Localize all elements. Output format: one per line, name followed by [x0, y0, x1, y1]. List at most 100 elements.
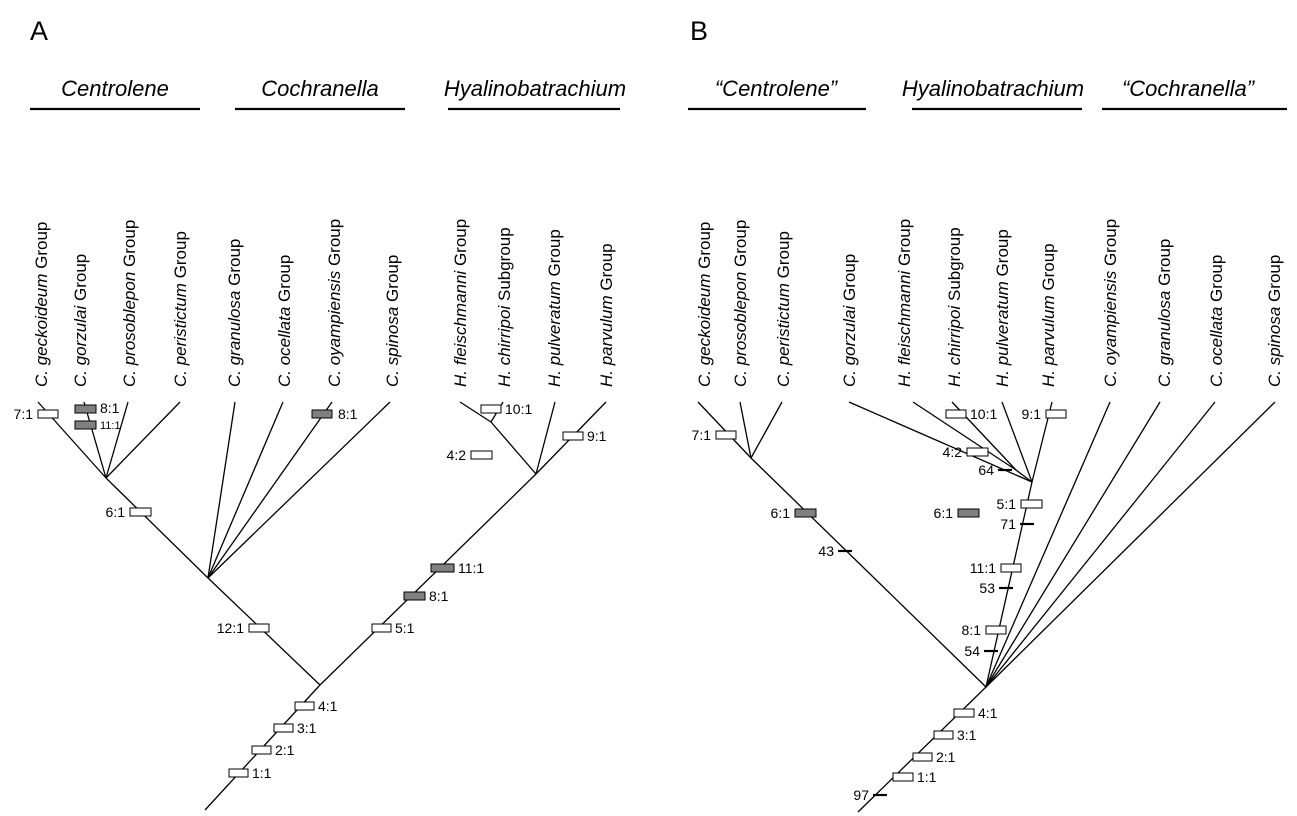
svg-text:4:1: 4:1: [978, 705, 998, 721]
branch: [985, 401, 1161, 688]
character-marker: 9:1: [562, 428, 607, 444]
taxon-label: C. gorzulai Group: [71, 254, 90, 387]
genus-label: Centrolene: [61, 76, 169, 101]
support-value: 64: [978, 462, 1012, 478]
svg-text:11:1: 11:1: [458, 560, 484, 576]
character-marker: 12:1: [217, 620, 270, 636]
svg-text:1:1: 1:1: [917, 769, 937, 785]
svg-text:3:1: 3:1: [957, 727, 977, 743]
svg-text:1:1: 1:1: [252, 765, 272, 781]
taxon-label: H. pulveratum Group: [545, 229, 564, 387]
character-marker: 11:1: [430, 560, 484, 576]
genus-label: “Centrolene”: [715, 76, 839, 101]
character-marker: 5:1: [371, 620, 415, 636]
branch: [739, 401, 752, 459]
character-marker: 6:1: [771, 505, 817, 521]
taxon-label: H. parvulum Group: [1039, 243, 1058, 387]
branch: [1001, 401, 1033, 483]
taxon-label: C. prosoblepon Group: [120, 220, 139, 387]
genus-label: “Cochranella”: [1122, 76, 1256, 101]
svg-text:11:1: 11:1: [100, 420, 121, 432]
support-value: 53: [979, 580, 1013, 596]
svg-text:12:1: 12:1: [217, 620, 244, 636]
character-marker: 2:1: [251, 742, 295, 758]
genus-header-cochranella: “Cochranella”: [1102, 76, 1287, 111]
taxon-label: C. geckoideum Group: [695, 222, 714, 387]
branch: [207, 401, 236, 579]
svg-text:2:1: 2:1: [275, 742, 295, 758]
taxon-label: C. spinosa Group: [383, 255, 402, 387]
support-value: 54: [964, 643, 998, 659]
character-marker: 10:1: [945, 406, 997, 422]
svg-text:7:1: 7:1: [14, 406, 34, 422]
svg-text:11:1: 11:1: [970, 560, 996, 576]
character-marker: 10:1: [480, 401, 532, 417]
svg-text:9:1: 9:1: [1022, 406, 1042, 422]
support-value: 43: [818, 543, 852, 559]
branch: [105, 401, 129, 479]
character-marker: 1:1: [228, 765, 272, 781]
svg-text:4:2: 4:2: [447, 447, 467, 463]
svg-text:5:1: 5:1: [997, 496, 1017, 512]
svg-text:53: 53: [979, 580, 995, 596]
taxon-label: C. peristictum Group: [774, 231, 793, 387]
svg-text:71: 71: [1000, 516, 1016, 532]
svg-text:97: 97: [853, 787, 869, 803]
support-value: 97: [853, 787, 887, 803]
branch: [985, 401, 1111, 688]
panel-letter-a: A: [30, 16, 48, 46]
taxon-label: H. chirripoi Subgroup: [495, 227, 514, 387]
character-marker: 1:1: [892, 769, 937, 785]
character-marker: 4:2: [943, 444, 989, 460]
branch: [83, 401, 107, 479]
character-marker: 8:1: [311, 406, 358, 422]
svg-text:7:1: 7:1: [692, 427, 712, 443]
genus-label: Cochranella: [261, 76, 378, 101]
branch: [697, 401, 752, 459]
character-markers-a: 1:1 2:1 3:1 4:1 12:1 5:1: [14, 400, 607, 781]
taxon-label: C. prosoblepon Group: [731, 220, 750, 387]
taxon-label: C. geckoideum Group: [32, 222, 51, 387]
support-value: 71: [1000, 516, 1034, 532]
taxon-labels-b: C. geckoideum Group C. prosoblepon Group…: [695, 219, 1284, 387]
svg-text:6:1: 6:1: [106, 504, 126, 520]
branch: [985, 481, 1033, 688]
genus-header-centrolene: “Centrolene”: [688, 76, 866, 111]
character-marker: 6:1: [934, 505, 980, 521]
character-marker: 2:1: [912, 749, 956, 765]
taxon-label: H. fleischmanni Group: [451, 219, 470, 387]
svg-text:54: 54: [964, 643, 980, 659]
taxon-label: C. gorzulai Group: [840, 254, 859, 387]
genus-header-centrolene: Centrolene: [30, 76, 200, 111]
taxon-label: C. ocellata Group: [275, 255, 294, 387]
character-marker: 3:1: [273, 720, 317, 736]
character-marker: 7:1: [692, 427, 737, 443]
genus-header-cochranella: Cochranella: [235, 76, 405, 111]
taxon-labels-a: C. geckoideum Group C. gorzulai Group C.…: [32, 219, 616, 387]
character-marker: 3:1: [933, 727, 977, 743]
branch: [207, 401, 284, 579]
branch: [319, 473, 537, 686]
taxon-label: C. peristictum Group: [171, 231, 190, 387]
panel-a: A Centrolene Cochranella Hyalinobatrachi…: [14, 16, 626, 811]
character-marker: 8:1: [74, 400, 120, 416]
branch: [750, 457, 987, 688]
branch: [750, 401, 783, 459]
svg-text:64: 64: [978, 462, 994, 478]
taxon-label: C. ocellata Group: [1207, 255, 1226, 387]
character-marker: 8:1: [403, 588, 449, 604]
svg-text:8:1: 8:1: [962, 622, 982, 638]
branch: [848, 401, 1033, 483]
genus-header-hyalinobatrachium: Hyalinobatrachium: [444, 76, 626, 111]
character-marker: 8:1: [962, 622, 1007, 638]
branch: [535, 401, 556, 475]
svg-text:8:1: 8:1: [100, 400, 120, 416]
taxon-label: C. spinosa Group: [1265, 255, 1284, 387]
svg-text:6:1: 6:1: [771, 505, 791, 521]
svg-text:2:1: 2:1: [936, 749, 956, 765]
svg-text:5:1: 5:1: [395, 620, 415, 636]
character-markers-b: 1:1 2:1 3:1 4:1 8:1 11:1: [692, 406, 1067, 785]
taxon-label: C. oyampiensis Group: [1101, 219, 1120, 387]
taxon-label: H. fleischmanni Group: [895, 219, 914, 387]
